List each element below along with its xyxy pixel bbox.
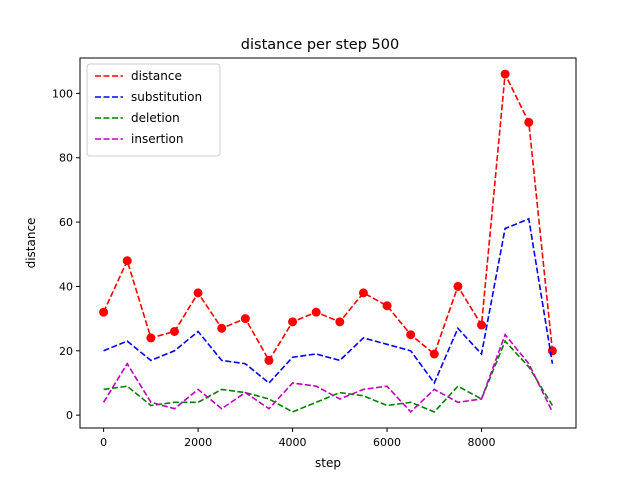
data-point-distance: [169, 326, 179, 336]
series-line-insertion: [102, 333, 554, 414]
data-point-distance: [240, 314, 250, 324]
data-point-distance: [311, 307, 321, 317]
plot-frame: [79, 57, 577, 429]
legend-label: deletion: [131, 111, 180, 125]
data-point-distance: [453, 281, 463, 291]
x-axis-label: step: [315, 456, 341, 470]
data-point-distance: [358, 288, 368, 298]
legend-label: insertion: [131, 132, 184, 146]
y-tick-label: 80: [59, 152, 73, 165]
data-point-distance: [193, 288, 203, 298]
y-tick-label: 20: [59, 345, 73, 358]
legend-label: substitution: [131, 90, 202, 104]
data-point-distance: [429, 349, 439, 359]
x-tick-label: 8000: [468, 436, 496, 449]
data-point-distance: [335, 317, 345, 327]
data-point-distance: [406, 330, 416, 340]
y-tick-label: 0: [66, 409, 73, 422]
legend-label: distance: [131, 69, 182, 83]
data-point-distance: [146, 333, 156, 343]
data-point-distance: [500, 69, 510, 79]
data-point-distance: [99, 307, 109, 317]
chart-title: distance per step 500: [241, 37, 399, 53]
x-tick-label: 4000: [279, 436, 307, 449]
data-point-distance: [288, 317, 298, 327]
series-line-substitution: [103, 217, 554, 385]
data-point-distance: [382, 301, 392, 311]
data-point-distance: [217, 323, 227, 333]
legend-box: [86, 63, 221, 157]
y-tick-label: 40: [59, 280, 73, 293]
y-tick-label: 100: [52, 87, 73, 100]
data-point-distance: [122, 256, 132, 266]
y-tick-label: 60: [59, 216, 73, 229]
x-tick-label: 0: [100, 436, 107, 449]
y-axis-label: distance: [24, 218, 38, 269]
x-tick-label: 6000: [373, 436, 401, 449]
data-point-distance: [524, 117, 534, 127]
data-point-distance: [264, 355, 274, 365]
data-point-distance: [477, 320, 487, 330]
series-line-deletion: [103, 339, 554, 413]
x-tick-label: 2000: [184, 436, 212, 449]
